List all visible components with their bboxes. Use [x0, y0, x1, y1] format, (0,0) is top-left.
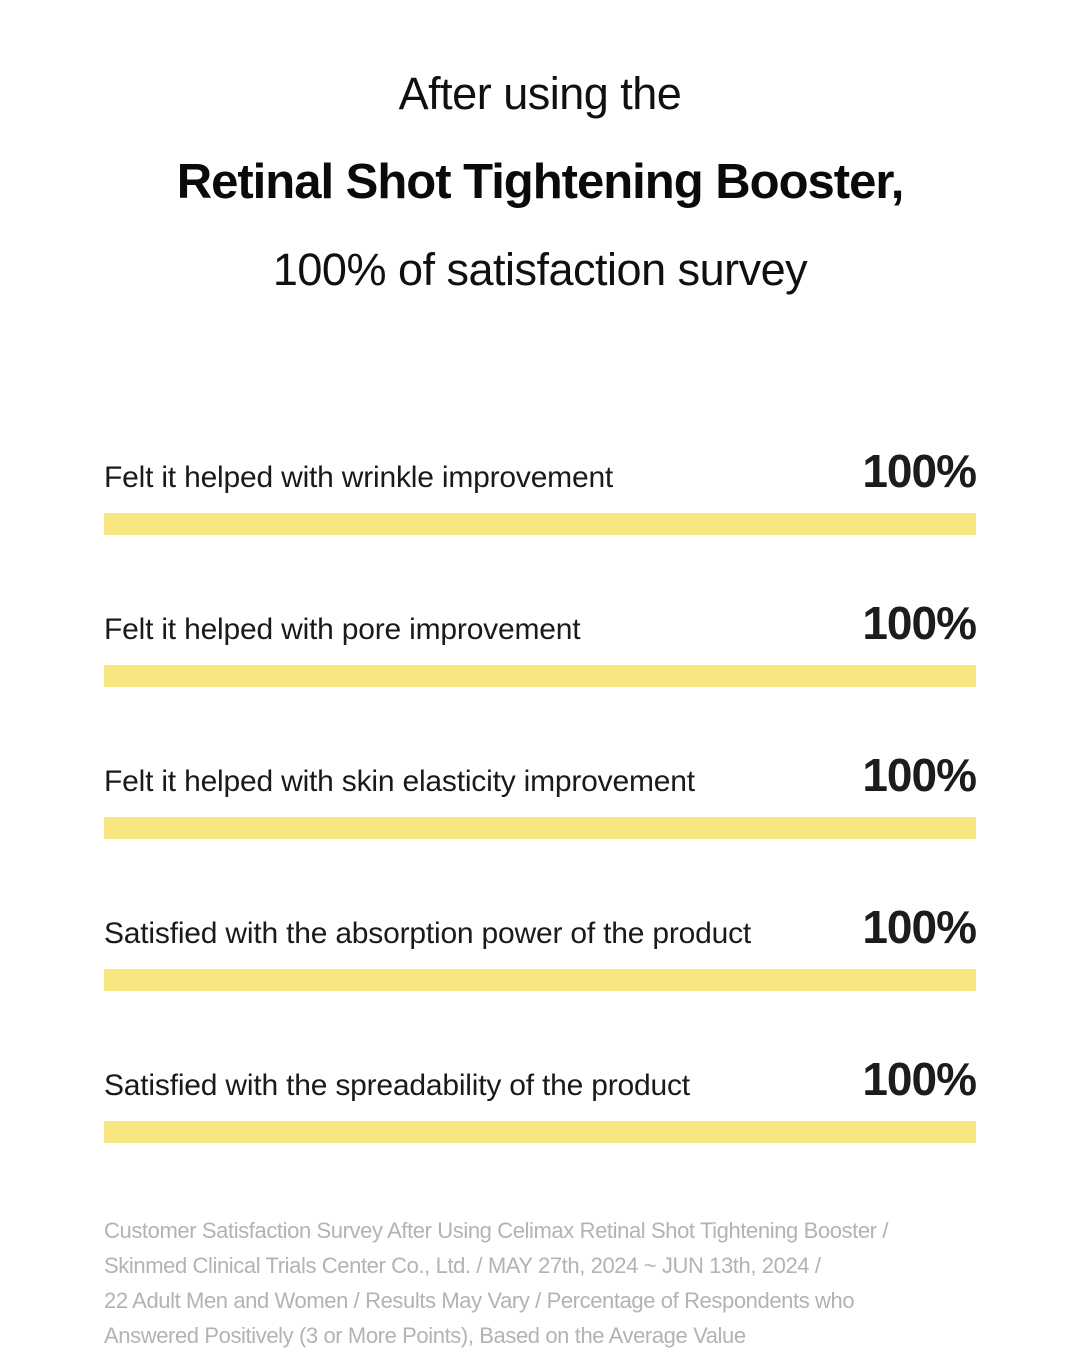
- title-line-3: 100% of satisfaction survey: [272, 244, 808, 295]
- page-title: After using the Retinal Shot Tightening …: [104, 50, 976, 314]
- survey-row-text: Felt it helped with pore improvement 100…: [104, 596, 977, 657]
- disclaimer-line: 22 Adult Men and Women / Results May Var…: [104, 1288, 855, 1313]
- survey-row-absorption: Satisfied with the absorption power of t…: [104, 900, 977, 991]
- survey-item-value: 100%: [862, 749, 977, 801]
- disclaimer-line: Answered Positively (3 or More Points), …: [104, 1323, 746, 1348]
- survey-results-list: Felt it helped with wrinkle improvement …: [104, 444, 977, 1143]
- survey-item-value: 100%: [862, 901, 977, 953]
- survey-item-label: Satisfied with the spreadability of the …: [104, 1069, 690, 1102]
- disclaimer-line: Skinmed Clinical Trials Center Co., Ltd.…: [104, 1253, 821, 1278]
- survey-bar: [104, 969, 976, 991]
- survey-row-text: Felt it helped with skin elasticity impr…: [104, 748, 977, 809]
- title-line-1: After using the: [398, 68, 682, 119]
- survey-bar: [104, 817, 976, 839]
- survey-row-elasticity: Felt it helped with skin elasticity impr…: [104, 748, 977, 839]
- survey-item-label: Felt it helped with wrinkle improvement: [104, 461, 614, 494]
- survey-item-value: 100%: [862, 445, 977, 497]
- title-line-2-product-name: Retinal Shot Tightening Booster,: [176, 155, 905, 209]
- survey-item-value: 100%: [862, 1053, 977, 1105]
- survey-bar: [104, 665, 976, 687]
- survey-bar: [104, 1121, 976, 1143]
- survey-bar: [104, 513, 976, 535]
- disclaimer-line: Customer Satisfaction Survey After Using…: [104, 1218, 889, 1243]
- survey-row-text: Felt it helped with wrinkle improvement …: [104, 444, 977, 505]
- survey-row-spreadability: Satisfied with the spreadability of the …: [104, 1052, 977, 1143]
- disclaimer-footer: Customer Satisfaction Survey After Using…: [104, 1213, 976, 1350]
- survey-item-label: Satisfied with the absorption power of t…: [104, 917, 752, 950]
- survey-row-pore: Felt it helped with pore improvement 100…: [104, 596, 977, 687]
- survey-item-label: Felt it helped with skin elasticity impr…: [104, 765, 695, 798]
- survey-item-label: Felt it helped with pore improvement: [104, 613, 581, 646]
- survey-row-text: Satisfied with the absorption power of t…: [104, 900, 977, 961]
- survey-item-value: 100%: [862, 597, 977, 649]
- survey-row-text: Satisfied with the spreadability of the …: [104, 1052, 977, 1113]
- survey-row-wrinkle: Felt it helped with wrinkle improvement …: [104, 444, 977, 535]
